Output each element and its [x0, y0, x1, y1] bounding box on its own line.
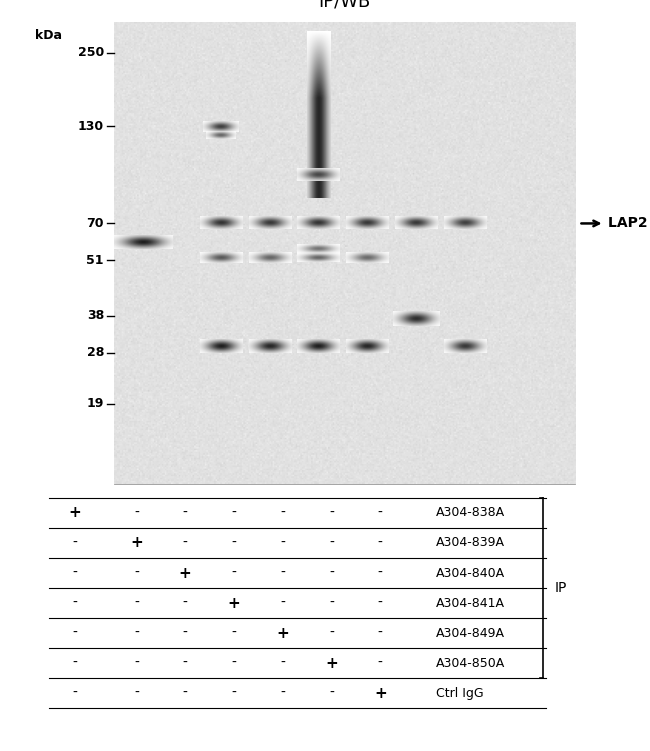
Text: +: + [276, 626, 289, 641]
Text: A304-849A: A304-849A [436, 626, 504, 640]
Text: -: - [72, 686, 77, 700]
Text: -: - [378, 536, 383, 550]
Text: -: - [183, 596, 188, 610]
Bar [114, 23, 575, 484]
Text: -: - [183, 656, 188, 670]
Text: Ctrl IgG: Ctrl IgG [436, 686, 483, 700]
Text: +: + [374, 686, 387, 701]
Text: +: + [325, 656, 338, 671]
Text: -: - [280, 686, 285, 700]
Text: +: + [68, 505, 81, 520]
Text: -: - [231, 536, 237, 550]
Text: IP/WB: IP/WB [318, 0, 370, 11]
Text: -: - [231, 626, 237, 640]
Text: IP: IP [554, 581, 567, 595]
Text: -: - [134, 686, 139, 700]
Text: -: - [72, 656, 77, 670]
Text: A304-840A: A304-840A [436, 566, 504, 580]
Text: -: - [231, 686, 237, 700]
Text: A304-839A: A304-839A [436, 536, 504, 550]
Text: -: - [280, 506, 285, 520]
Text: -: - [134, 656, 139, 670]
Text: -: - [183, 626, 188, 640]
Text: -: - [183, 536, 188, 550]
Text: 28: 28 [86, 346, 104, 359]
Text: -: - [183, 506, 188, 520]
Text: -: - [378, 596, 383, 610]
Text: 19: 19 [86, 397, 104, 410]
Text: -: - [329, 566, 334, 580]
Text: A304-838A: A304-838A [436, 506, 504, 520]
Text: -: - [378, 506, 383, 520]
Text: -: - [134, 566, 139, 580]
Text: -: - [329, 626, 334, 640]
Text: -: - [329, 536, 334, 550]
Text: A304-841A: A304-841A [436, 596, 504, 610]
Text: -: - [231, 656, 237, 670]
Text: 130: 130 [78, 120, 104, 133]
Text: -: - [280, 566, 285, 580]
Text: A304-850A: A304-850A [436, 656, 505, 670]
Text: LAP2 beta: LAP2 beta [608, 216, 650, 231]
Text: -: - [280, 536, 285, 550]
Text: -: - [134, 596, 139, 610]
Text: -: - [72, 566, 77, 580]
Text: -: - [280, 656, 285, 670]
Text: -: - [72, 536, 77, 550]
Text: -: - [231, 506, 237, 520]
Text: +: + [130, 535, 143, 550]
Text: -: - [183, 686, 188, 700]
Text: 51: 51 [86, 254, 104, 267]
Text: kDa: kDa [34, 29, 62, 43]
Text: -: - [378, 626, 383, 640]
Text: -: - [231, 566, 237, 580]
Text: -: - [378, 566, 383, 580]
Text: -: - [134, 506, 139, 520]
Text: -: - [329, 596, 334, 610]
Text: -: - [72, 596, 77, 610]
Text: 250: 250 [78, 46, 104, 59]
Text: 70: 70 [86, 217, 104, 230]
Text: +: + [227, 596, 240, 611]
Text: -: - [329, 686, 334, 700]
Text: 38: 38 [86, 309, 104, 322]
Text: -: - [329, 506, 334, 520]
Text: +: + [179, 566, 192, 581]
Text: -: - [72, 626, 77, 640]
Text: -: - [378, 656, 383, 670]
Text: -: - [280, 596, 285, 610]
Text: -: - [134, 626, 139, 640]
